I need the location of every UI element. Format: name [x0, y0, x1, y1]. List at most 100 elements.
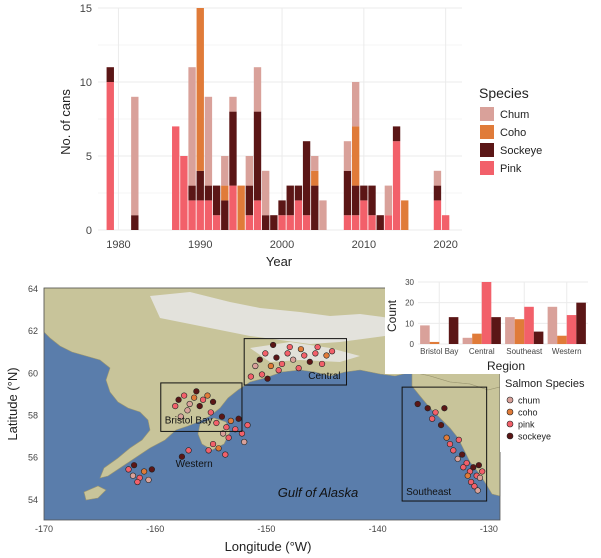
region-label-western: Western: [176, 459, 213, 470]
legend-label-chum: Chum: [500, 109, 529, 121]
bar-chum-2019: [433, 170, 442, 186]
bar-chum-1996: [245, 156, 254, 186]
sample-point-sockeye: [175, 396, 182, 403]
inset-bar-sockeye-southeast: [533, 331, 544, 344]
map-x-tick-label: -150: [257, 524, 275, 534]
sample-point-chum: [219, 430, 227, 437]
inset-y-tick-label: 20: [405, 299, 414, 308]
bar-chum-1998: [262, 170, 270, 216]
sample-point-pink: [262, 350, 269, 357]
sample-point-pink: [318, 360, 326, 368]
bar-pink-2020: [441, 215, 450, 230]
map-island-kodiak: [197, 417, 231, 451]
sample-point-pink: [222, 451, 229, 458]
bar-chum-1982: [131, 96, 139, 216]
sample-point-pink: [185, 447, 192, 454]
map-y-tick-label: 54: [28, 495, 38, 505]
inset-bar-coho-southeast: [514, 319, 525, 344]
inset-bar-chum-bristol-bay: [420, 325, 430, 344]
bar-sockeye-1996: [245, 185, 254, 216]
bar-sockeye-2008: [343, 170, 352, 216]
bar-pink-1979: [106, 82, 114, 230]
sample-point-pink: [301, 352, 308, 359]
bar-coho-1990: [196, 8, 204, 171]
map-legend: Salmon Species chum coho pink sockeye: [500, 372, 601, 452]
sample-point-sockeye: [270, 341, 277, 349]
sample-point-sockeye: [130, 462, 138, 469]
bar-sockeye-1989: [188, 185, 196, 201]
sample-point-chum: [145, 476, 152, 484]
sample-point-pink: [199, 396, 207, 403]
bar-chum-1993: [221, 156, 229, 186]
bar-coho-1993: [221, 185, 229, 201]
bar-pink-1987: [172, 126, 180, 230]
inset-y-axis-label: Count: [385, 299, 399, 332]
sample-point-sockeye: [209, 398, 217, 405]
legend-swatch-pink: [480, 161, 494, 175]
sample-point-chum: [241, 438, 248, 446]
top-y-tick-labels: 0 5 10 15: [80, 3, 92, 237]
bar-sockeye-1982: [131, 215, 139, 230]
inset-x-tick-label: Southeast: [506, 347, 543, 356]
bar-sockeye-2002: [294, 185, 303, 201]
sample-point-sockeye: [273, 354, 280, 361]
sample-point-pink: [312, 350, 319, 357]
inset-bar-sockeye-western: [576, 302, 586, 344]
inset-bar-chum-central: [462, 337, 473, 344]
legend-swatch-sockeye: [480, 143, 494, 157]
bar-pink-1994: [229, 185, 237, 230]
inset-bar-chum-southeast: [505, 317, 515, 344]
sample-point-sockeye: [459, 451, 466, 458]
sample-point-coho: [323, 352, 330, 359]
bar-sockeye-1993: [221, 200, 229, 230]
bar-sockeye-2010: [360, 185, 368, 201]
bar-coho-2004: [311, 170, 319, 186]
sample-point-pink: [275, 367, 282, 374]
bar-sockeye-1992: [212, 185, 221, 216]
inset-grid: [418, 281, 588, 345]
sample-point-pink: [314, 343, 321, 351]
bar-chum-2013: [384, 185, 393, 216]
sample-point-sockeye: [441, 405, 448, 412]
inset-bars: [420, 282, 586, 344]
map-legend-dot-pink: [506, 420, 514, 428]
map-x-tick-label: -140: [369, 524, 387, 534]
sample-point-pink: [134, 478, 141, 486]
region-inset-chart: 0 10 20 30 Bristol Bay Central Southeast Weste…: [385, 272, 595, 374]
map-annotation-gulf: Gulf of Alaska: [278, 485, 358, 500]
top-legend-entries: Chum Coho Sockeye Pink: [480, 107, 542, 175]
top-legend: Species Chum Coho Sockeye Pink: [479, 85, 542, 175]
map-legend-label-chum: chum: [518, 396, 540, 406]
sample-point-sockeye: [437, 421, 445, 429]
region-label-southeast: Southeast: [406, 487, 451, 498]
bar-sockeye-2003: [302, 141, 311, 216]
sample-point-sockeye: [256, 356, 263, 363]
inset-bar-pink-central: [481, 282, 492, 344]
inset-bar-pink-western: [566, 315, 577, 344]
sample-point-pink: [209, 440, 217, 448]
inset-x-tick-label: Central: [469, 347, 495, 356]
map-x-tick-labels: -170 -160 -150 -140 -130: [35, 524, 498, 534]
inset-x-tick-label: Bristol Bay: [420, 347, 458, 356]
bar-pink-2003: [302, 215, 311, 230]
map-legend-label-pink: pink: [518, 420, 535, 430]
sample-point-coho: [215, 445, 222, 452]
top-y-axis-label: No. of cans: [58, 89, 73, 155]
top-x-tick-label: 1980: [106, 239, 130, 251]
bar-sockeye-1998: [262, 215, 270, 230]
map-legend-bg: [500, 372, 601, 452]
sample-point-pink: [172, 403, 179, 410]
bar-sockeye-1999: [270, 215, 278, 230]
sample-point-pink: [181, 392, 188, 399]
top-x-tick-label: 1990: [188, 239, 212, 251]
bar-sockeye-1991: [204, 185, 213, 201]
sample-point-sockeye: [475, 462, 482, 469]
bar-sockeye-2004: [311, 185, 319, 230]
bar-sockeye-2012: [376, 215, 384, 230]
sample-point-sockeye: [196, 403, 203, 410]
map-x-tick-label: -170: [35, 524, 53, 534]
bar-chum-2004: [311, 156, 319, 171]
sample-point-chum: [252, 362, 259, 370]
sample-point-pink: [460, 464, 467, 471]
